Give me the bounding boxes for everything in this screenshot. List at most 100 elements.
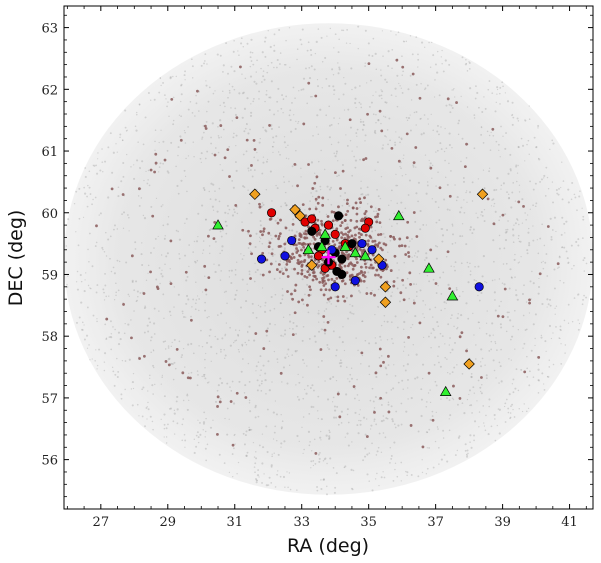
field-noise	[142, 143, 145, 146]
field-noise	[326, 485, 328, 488]
field-noise	[453, 266, 455, 268]
background-point	[268, 241, 272, 245]
field-noise	[119, 133, 122, 136]
field-noise	[304, 269, 307, 271]
field-noise	[170, 345, 173, 348]
field-noise	[164, 340, 167, 343]
field-noise	[557, 193, 560, 196]
field-noise	[456, 364, 458, 366]
field-noise	[206, 443, 209, 446]
field-noise	[205, 293, 208, 296]
field-noise	[169, 268, 171, 270]
field-noise	[287, 144, 289, 147]
background-point	[492, 222, 496, 226]
field-noise	[557, 267, 559, 269]
field-noise	[481, 275, 484, 278]
field-noise	[527, 214, 529, 216]
field-noise	[380, 94, 383, 97]
field-noise	[288, 27, 291, 29]
red-circle-marker	[267, 208, 277, 218]
field-noise	[561, 216, 564, 219]
field-noise	[397, 381, 400, 384]
field-noise	[515, 180, 518, 183]
field-noise	[387, 50, 390, 53]
field-noise	[249, 128, 251, 131]
field-noise	[419, 118, 422, 120]
field-noise	[268, 108, 271, 111]
background-point	[371, 240, 375, 243]
background-point	[149, 270, 152, 274]
field-noise	[260, 81, 263, 83]
field-noise	[405, 116, 408, 119]
field-noise	[373, 407, 376, 409]
field-noise	[314, 462, 317, 465]
field-noise	[289, 327, 291, 330]
field-noise	[337, 423, 340, 426]
x-tick-label: 39	[494, 515, 511, 530]
background-point	[340, 231, 343, 235]
field-noise	[403, 154, 405, 156]
field-noise	[461, 137, 464, 140]
field-noise	[446, 371, 449, 374]
field-noise	[448, 143, 451, 147]
field-noise	[88, 186, 91, 189]
field-noise	[552, 363, 555, 366]
field-noise	[188, 244, 191, 246]
field-noise	[582, 259, 585, 262]
field-noise	[498, 432, 501, 435]
field-noise	[114, 328, 116, 331]
field-noise	[382, 432, 385, 434]
field-noise	[328, 435, 331, 438]
field-noise	[326, 398, 330, 401]
field-noise	[502, 85, 504, 88]
field-noise	[561, 246, 563, 249]
field-noise	[228, 471, 231, 474]
field-noise	[162, 293, 165, 296]
field-noise	[284, 356, 287, 359]
field-noise	[406, 474, 408, 477]
field-noise	[493, 291, 496, 294]
field-noise	[469, 273, 472, 276]
field-noise	[433, 329, 435, 331]
field-noise	[450, 104, 453, 107]
field-noise	[181, 310, 184, 313]
field-noise	[193, 451, 196, 455]
field-noise	[368, 342, 371, 345]
background-point	[341, 169, 345, 173]
background-point	[153, 170, 157, 174]
field-noise	[190, 58, 193, 61]
field-noise	[390, 455, 393, 457]
field-noise	[537, 286, 541, 289]
y-tick-label: 56	[41, 454, 58, 469]
field-noise	[343, 199, 345, 201]
field-noise	[399, 85, 401, 87]
field-noise	[233, 447, 235, 450]
field-noise	[329, 457, 332, 460]
field-noise	[420, 414, 423, 418]
field-noise	[283, 98, 285, 100]
field-noise	[161, 269, 163, 271]
background-point	[95, 224, 98, 228]
background-point	[343, 282, 347, 286]
field-noise	[208, 190, 210, 193]
field-noise	[457, 313, 459, 315]
field-noise	[498, 247, 501, 250]
field-noise	[334, 295, 337, 298]
field-noise	[423, 316, 425, 319]
background-point	[341, 295, 345, 298]
field-noise	[558, 266, 560, 268]
field-noise	[571, 321, 574, 323]
field-noise	[525, 410, 528, 413]
field-noise	[367, 193, 370, 196]
field-noise	[279, 63, 281, 65]
field-noise	[399, 300, 401, 303]
field-noise	[357, 432, 360, 435]
field-noise	[370, 79, 372, 82]
field-noise	[143, 179, 145, 182]
field-noise	[473, 114, 476, 117]
field-noise	[400, 480, 402, 482]
field-noise	[167, 345, 170, 347]
field-noise	[377, 288, 380, 291]
field-noise	[217, 314, 219, 316]
background-point	[169, 282, 173, 286]
